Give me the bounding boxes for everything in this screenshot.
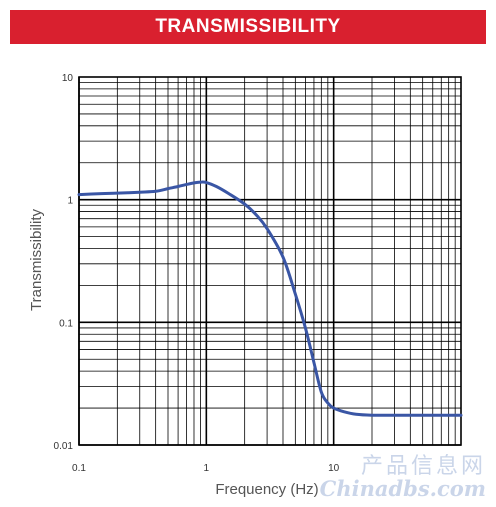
y-tick-labels: 10 1 0.1 0.01 xyxy=(54,73,74,452)
minor-gridlines xyxy=(79,77,461,445)
x-tick-label: 0.1 xyxy=(72,463,86,474)
y-axis-label: Transmissibility xyxy=(28,209,45,311)
chart-title-banner: TRANSMISSIBILITY xyxy=(10,10,486,44)
x-tick-label: 1 xyxy=(204,463,210,474)
chart-title: TRANSMISSIBILITY xyxy=(155,16,341,37)
x-axis-label: Frequency (Hz) xyxy=(215,481,318,498)
watermark-chinese-text: 产品信息网 xyxy=(360,454,486,479)
x-tick-labels: 0.1 1 10 xyxy=(72,463,340,474)
y-tick-label: 0.1 xyxy=(59,318,73,329)
transmissibility-curve xyxy=(77,180,463,417)
y-tick-label: 0.01 xyxy=(54,441,74,452)
y-tick-label: 10 xyxy=(62,73,74,84)
x-tick-label: 10 xyxy=(328,463,340,474)
plot-area-frame xyxy=(78,76,462,446)
watermark-site-text: Chinadbs.com xyxy=(319,476,486,501)
watermark: 产品信息网 Chinadbs.com xyxy=(319,454,486,501)
plot-area-background xyxy=(79,77,461,445)
y-tick-label: 1 xyxy=(67,196,73,207)
